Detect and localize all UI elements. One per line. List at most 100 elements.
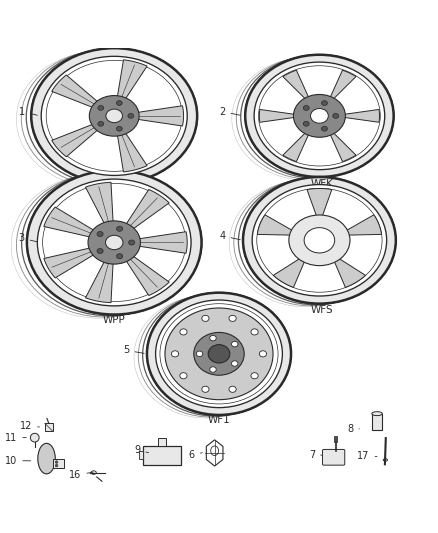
Ellipse shape xyxy=(147,293,291,415)
Text: 11: 11 xyxy=(5,433,26,442)
Ellipse shape xyxy=(98,106,104,110)
Polygon shape xyxy=(257,215,295,235)
Ellipse shape xyxy=(37,179,191,306)
Bar xyxy=(158,438,166,446)
Ellipse shape xyxy=(194,333,244,375)
Ellipse shape xyxy=(254,62,385,169)
Text: 7: 7 xyxy=(309,450,322,460)
Ellipse shape xyxy=(117,101,122,106)
Ellipse shape xyxy=(106,109,123,123)
Ellipse shape xyxy=(293,94,346,138)
Bar xyxy=(45,423,53,431)
Polygon shape xyxy=(329,70,356,101)
Ellipse shape xyxy=(202,316,209,321)
Ellipse shape xyxy=(333,114,339,118)
Ellipse shape xyxy=(251,373,258,379)
Polygon shape xyxy=(136,232,187,253)
Text: 3: 3 xyxy=(18,233,37,243)
FancyBboxPatch shape xyxy=(322,449,345,465)
Bar xyxy=(139,451,143,459)
Polygon shape xyxy=(124,254,169,295)
Ellipse shape xyxy=(259,351,267,357)
Ellipse shape xyxy=(252,184,387,296)
Ellipse shape xyxy=(46,60,182,172)
Ellipse shape xyxy=(257,188,382,292)
Text: WFS: WFS xyxy=(310,305,333,315)
Ellipse shape xyxy=(232,361,238,366)
Polygon shape xyxy=(52,75,100,109)
Ellipse shape xyxy=(210,335,216,341)
Ellipse shape xyxy=(97,231,103,237)
Ellipse shape xyxy=(304,228,335,253)
Ellipse shape xyxy=(383,458,388,461)
Polygon shape xyxy=(134,106,184,126)
Ellipse shape xyxy=(38,443,55,474)
Polygon shape xyxy=(85,259,113,303)
Ellipse shape xyxy=(232,341,238,347)
Ellipse shape xyxy=(258,66,380,166)
Polygon shape xyxy=(85,182,113,226)
Polygon shape xyxy=(124,189,169,231)
Text: WPA: WPA xyxy=(103,187,126,196)
Ellipse shape xyxy=(289,215,350,265)
Text: WF1: WF1 xyxy=(208,415,230,425)
Polygon shape xyxy=(44,207,96,238)
Bar xyxy=(143,446,181,465)
Polygon shape xyxy=(344,215,381,235)
Ellipse shape xyxy=(106,235,123,249)
Bar xyxy=(334,436,337,442)
Ellipse shape xyxy=(128,114,134,118)
Text: 8: 8 xyxy=(347,424,360,434)
Ellipse shape xyxy=(321,126,328,131)
Ellipse shape xyxy=(229,316,236,321)
Ellipse shape xyxy=(243,177,396,304)
Ellipse shape xyxy=(165,308,273,400)
Polygon shape xyxy=(283,131,310,161)
Polygon shape xyxy=(342,109,379,122)
Circle shape xyxy=(30,433,39,442)
Polygon shape xyxy=(259,109,297,122)
Polygon shape xyxy=(333,257,365,287)
Ellipse shape xyxy=(41,56,187,175)
Text: 2: 2 xyxy=(219,107,240,117)
Ellipse shape xyxy=(117,227,123,231)
Text: 10: 10 xyxy=(5,456,31,466)
Circle shape xyxy=(55,461,58,463)
Ellipse shape xyxy=(372,411,382,416)
Ellipse shape xyxy=(180,329,187,335)
Polygon shape xyxy=(44,247,96,278)
Ellipse shape xyxy=(229,386,236,392)
Ellipse shape xyxy=(303,106,309,110)
Ellipse shape xyxy=(311,109,328,123)
Bar xyxy=(372,414,382,430)
Text: 6: 6 xyxy=(189,450,202,460)
Ellipse shape xyxy=(88,221,141,264)
Text: 1: 1 xyxy=(18,107,37,117)
Ellipse shape xyxy=(321,101,328,106)
Ellipse shape xyxy=(97,248,103,254)
Ellipse shape xyxy=(202,386,209,392)
Ellipse shape xyxy=(89,95,139,136)
Circle shape xyxy=(55,464,58,467)
Ellipse shape xyxy=(155,300,283,408)
Ellipse shape xyxy=(196,351,203,357)
Ellipse shape xyxy=(98,122,104,126)
Ellipse shape xyxy=(27,171,201,314)
Polygon shape xyxy=(307,189,332,218)
Text: WPP: WPP xyxy=(103,315,126,325)
Bar xyxy=(53,458,64,468)
Ellipse shape xyxy=(245,55,394,177)
Ellipse shape xyxy=(208,345,230,363)
Ellipse shape xyxy=(31,48,197,183)
Polygon shape xyxy=(283,70,310,101)
Ellipse shape xyxy=(210,367,216,372)
Ellipse shape xyxy=(91,471,96,474)
Text: 5: 5 xyxy=(123,345,144,356)
Ellipse shape xyxy=(251,329,258,335)
Polygon shape xyxy=(117,60,147,101)
Text: 12: 12 xyxy=(20,421,39,431)
Polygon shape xyxy=(52,123,100,157)
Ellipse shape xyxy=(171,351,179,357)
Ellipse shape xyxy=(117,126,122,131)
Ellipse shape xyxy=(129,240,135,245)
